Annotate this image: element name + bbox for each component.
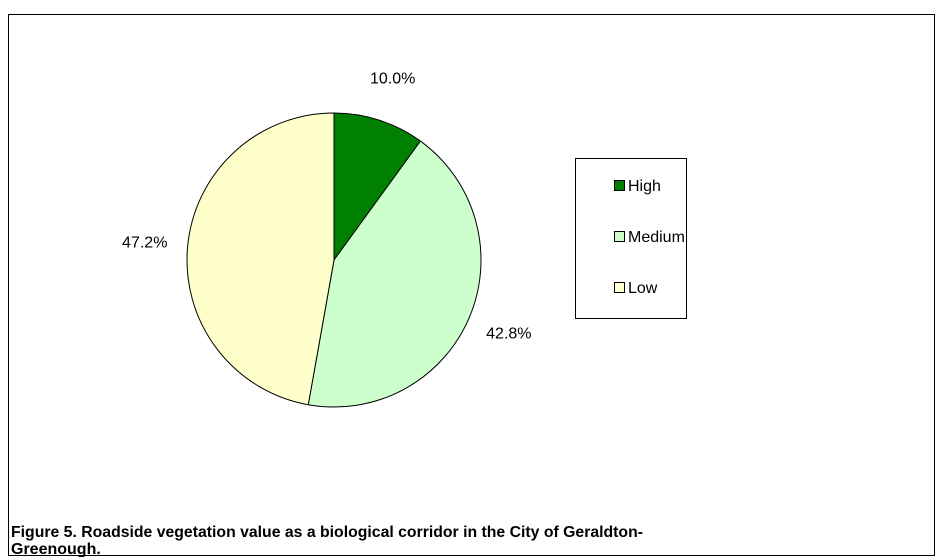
legend-swatch: [614, 231, 625, 242]
caption: Greenough.: [11, 541, 101, 557]
legend-label: High: [628, 178, 661, 195]
data-label: 42.8%: [486, 326, 531, 343]
legend-box: [575, 158, 687, 319]
data-label: 10.0%: [370, 71, 415, 88]
data-label: 47.2%: [122, 235, 167, 252]
caption: Figure 5. Roadside vegetation value as a…: [11, 524, 643, 541]
legend-label: Medium: [628, 229, 685, 246]
legend-swatch: [614, 282, 625, 293]
pie-slice: [186, 112, 335, 406]
pie-slice: [333, 112, 422, 262]
legend-label: Low: [628, 280, 658, 297]
legend-swatch: [614, 180, 625, 191]
pie-slice: [307, 140, 482, 408]
